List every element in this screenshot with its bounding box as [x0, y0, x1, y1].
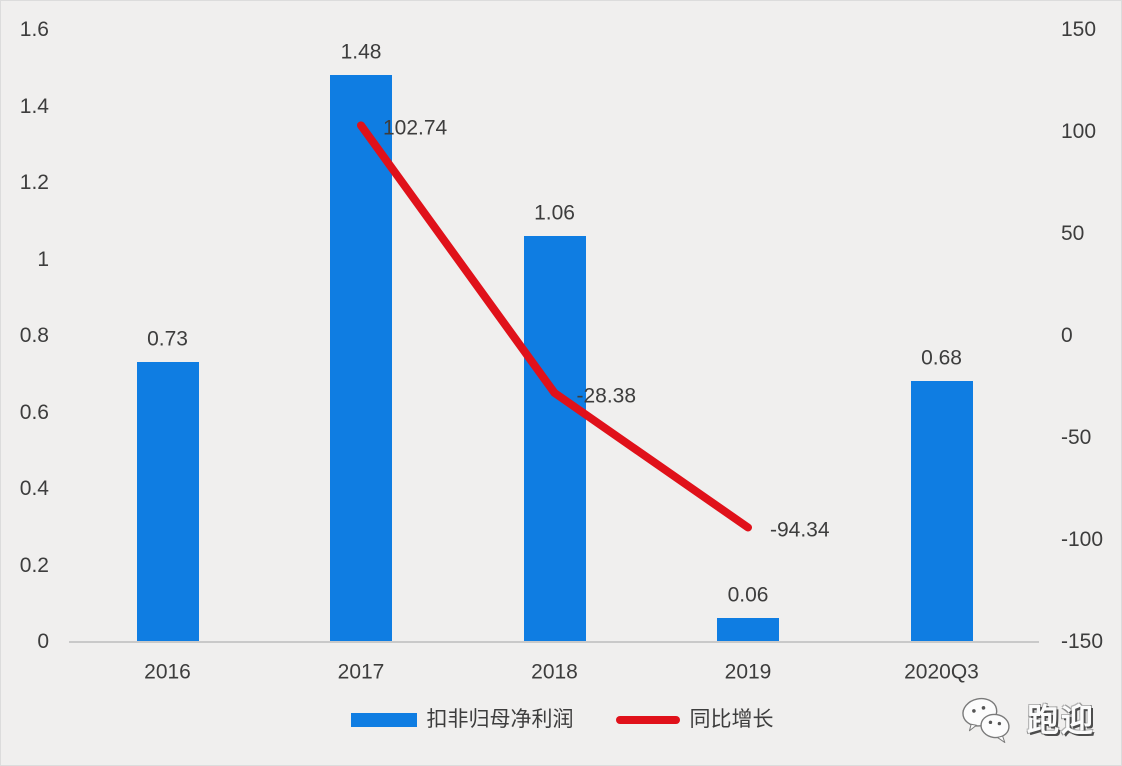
left-axis-tick-1.6: 1.6 [19, 18, 49, 41]
left-axis-tick-1.4: 1.4 [19, 94, 49, 118]
bar-value-label-2019: 0.06 [727, 583, 769, 607]
line-series-swatch [615, 715, 680, 724]
growth-line [357, 121, 752, 532]
left-axis-tick-0.4: 0.4 [19, 477, 49, 500]
bar-value-label-2018: 1.06 [534, 201, 575, 225]
x-axis-label-2020Q3: 2020Q3 [904, 660, 979, 684]
x-axis-label-2018: 2018 [531, 660, 578, 684]
left-axis-tick-0.8: 0.8 [19, 324, 49, 347]
bar-series-swatch [350, 712, 417, 727]
line-value-label-2018: -28.38 [576, 384, 637, 408]
bar-value-label-2017: 1.48 [340, 40, 382, 64]
line-value-label-2019: -94.34 [770, 518, 830, 542]
x-axis-label-2017: 2017 [337, 660, 385, 684]
watermark: 跑迎 [959, 695, 1095, 745]
line-value-label-2017: 102.74 [383, 116, 448, 140]
left-axis-tick-1.2: 1.2 [19, 171, 49, 194]
bar-2016 [136, 361, 199, 641]
left-axis-tick-0.2: 0.2 [19, 553, 49, 577]
bar-value-label-2016: 0.73 [147, 327, 188, 351]
x-axis-label-2019: 2019 [724, 660, 772, 684]
bar-2018 [523, 235, 586, 641]
legend: 扣非归母净利润 同比增长 [1, 708, 1121, 731]
right-axis-tick-100: 100 [1061, 120, 1097, 143]
left-axis-tick-0.6: 0.6 [19, 400, 49, 424]
right-axis-tick-0: 0 [1061, 324, 1073, 347]
x-axis-label-2016: 2016 [144, 660, 191, 684]
legend-label-bar-series: 扣非归母净利润 [426, 708, 574, 731]
left-axis-tick-1: 1 [37, 247, 49, 271]
left-axis-tick-0: 0 [37, 630, 49, 653]
right-axis-tick--50: -50 [1061, 426, 1092, 449]
bar-2017 [330, 74, 392, 641]
right-axis-tick--150: -150 [1061, 630, 1104, 653]
watermark-text: 跑迎 [1026, 702, 1095, 738]
x-axis-line [69, 641, 1039, 643]
right-axis-tick-150: 150 [1061, 18, 1097, 41]
wechat-icon [962, 697, 1010, 744]
bar-2020Q3 [910, 380, 973, 641]
right-axis-tick--100: -100 [1061, 528, 1104, 551]
legend-item-bar-series: 扣非归母净利润 [350, 708, 574, 731]
legend-item-line-series: 同比增长 [615, 708, 774, 731]
bar-value-label-2020Q3: 0.68 [921, 346, 962, 370]
legend-label-line-series: 同比增长 [689, 708, 774, 731]
right-axis-tick-50: 50 [1061, 222, 1085, 245]
bar-2019 [717, 618, 779, 641]
